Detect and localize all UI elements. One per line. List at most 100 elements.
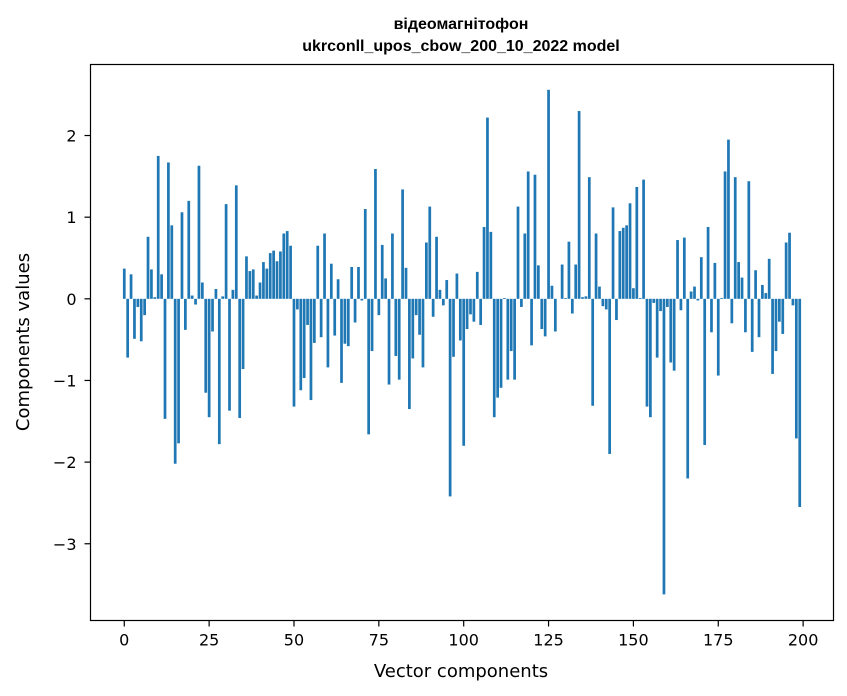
bar-6 (143, 298, 146, 316)
bar-194 (781, 298, 785, 334)
bar-139 (594, 233, 598, 299)
bar-3 (133, 298, 136, 339)
x-axis-ticks: 0 25 50 75 100 125 150 175 200 (119, 620, 819, 650)
bar-198 (794, 298, 798, 439)
bar-63 (336, 279, 340, 299)
bar-190 (767, 258, 771, 299)
bar-144 (611, 207, 615, 299)
bar-67 (350, 266, 354, 299)
bar-12 (163, 298, 167, 419)
bar-51 (296, 298, 299, 310)
bar-188 (761, 284, 764, 299)
bar-31 (228, 298, 231, 411)
x-tick-label: 150 (618, 631, 649, 650)
bar-121 (533, 174, 537, 299)
bar-150 (632, 288, 635, 299)
bar-125 (547, 89, 550, 299)
bar-126 (550, 285, 554, 299)
bar-102 (469, 298, 472, 315)
bar-169 (696, 298, 700, 301)
bar-56 (312, 298, 316, 343)
bar-19 (187, 200, 191, 299)
bar-143 (608, 298, 612, 454)
bar-122 (537, 265, 540, 299)
bar-34 (238, 298, 242, 419)
bar-171 (703, 298, 707, 445)
bar-175 (716, 298, 720, 376)
bar-179 (730, 298, 734, 324)
bar-73 (370, 298, 374, 352)
x-tick-label: 175 (703, 631, 734, 650)
bar-15 (173, 298, 177, 464)
bar-191 (771, 298, 774, 374)
bar-99 (458, 298, 462, 341)
bar-195 (784, 242, 788, 299)
bar-1 (126, 298, 130, 358)
y-axis-label: Components values (13, 253, 34, 431)
bar-153 (642, 179, 645, 299)
bar-21 (194, 298, 197, 305)
bar-160 (665, 298, 669, 307)
bar-48 (285, 231, 289, 299)
bar-23 (200, 282, 204, 299)
y-tick-label: −2 (53, 453, 77, 472)
bar-184 (747, 181, 751, 299)
y-tick-label: 0 (66, 290, 76, 309)
bar-180 (733, 177, 737, 299)
bar-146 (618, 231, 622, 299)
bar-116 (516, 206, 520, 299)
y-tick-label: 2 (66, 127, 76, 146)
bar-52 (299, 298, 303, 391)
bar-89 (425, 242, 428, 299)
y-axis-ticks: −3 −2 −1 0 1 2 (53, 127, 91, 554)
bar-57 (316, 245, 320, 299)
bar-2 (129, 274, 133, 299)
bar-127 (553, 298, 557, 332)
bar-40 (258, 282, 262, 299)
bar-39 (255, 295, 259, 299)
bar-43 (268, 253, 272, 299)
bar-45 (275, 261, 279, 299)
bar-149 (628, 203, 632, 299)
bar-94 (441, 298, 445, 306)
bar-64 (340, 298, 343, 383)
bar-54 (306, 298, 309, 325)
bar-60 (326, 298, 330, 368)
bar-66 (346, 298, 350, 347)
bar-46 (279, 251, 282, 299)
x-tick-label: 200 (788, 631, 819, 650)
bar-138 (591, 298, 595, 406)
bar-36 (245, 256, 248, 299)
bar-86 (414, 298, 418, 316)
bar-8 (150, 269, 153, 299)
bar-199 (798, 298, 802, 508)
x-tick-label: 25 (199, 631, 219, 650)
bar-28 (217, 298, 221, 445)
bar-187 (757, 298, 761, 338)
bar-181 (737, 262, 740, 299)
bar-177 (723, 171, 727, 299)
bar-166 (686, 298, 690, 479)
bar-140 (598, 286, 601, 299)
bar-156 (652, 298, 656, 303)
bar-172 (706, 226, 710, 299)
bar-44 (272, 250, 275, 299)
bar-155 (649, 298, 652, 418)
bar-123 (540, 298, 544, 330)
bar-47 (282, 233, 286, 299)
bar-134 (577, 111, 581, 299)
bar-11 (160, 274, 163, 299)
bar-174 (713, 262, 717, 299)
bar-35 (241, 298, 245, 370)
bar-82 (401, 189, 404, 299)
bar-162 (672, 298, 676, 371)
bar-53 (302, 298, 306, 379)
bar-30 (224, 204, 228, 299)
bar-113 (506, 298, 510, 380)
bar-14 (170, 225, 174, 299)
bar-92 (435, 236, 438, 299)
bar-173 (710, 298, 713, 333)
bar-74 (374, 169, 377, 299)
bar-163 (676, 240, 679, 299)
